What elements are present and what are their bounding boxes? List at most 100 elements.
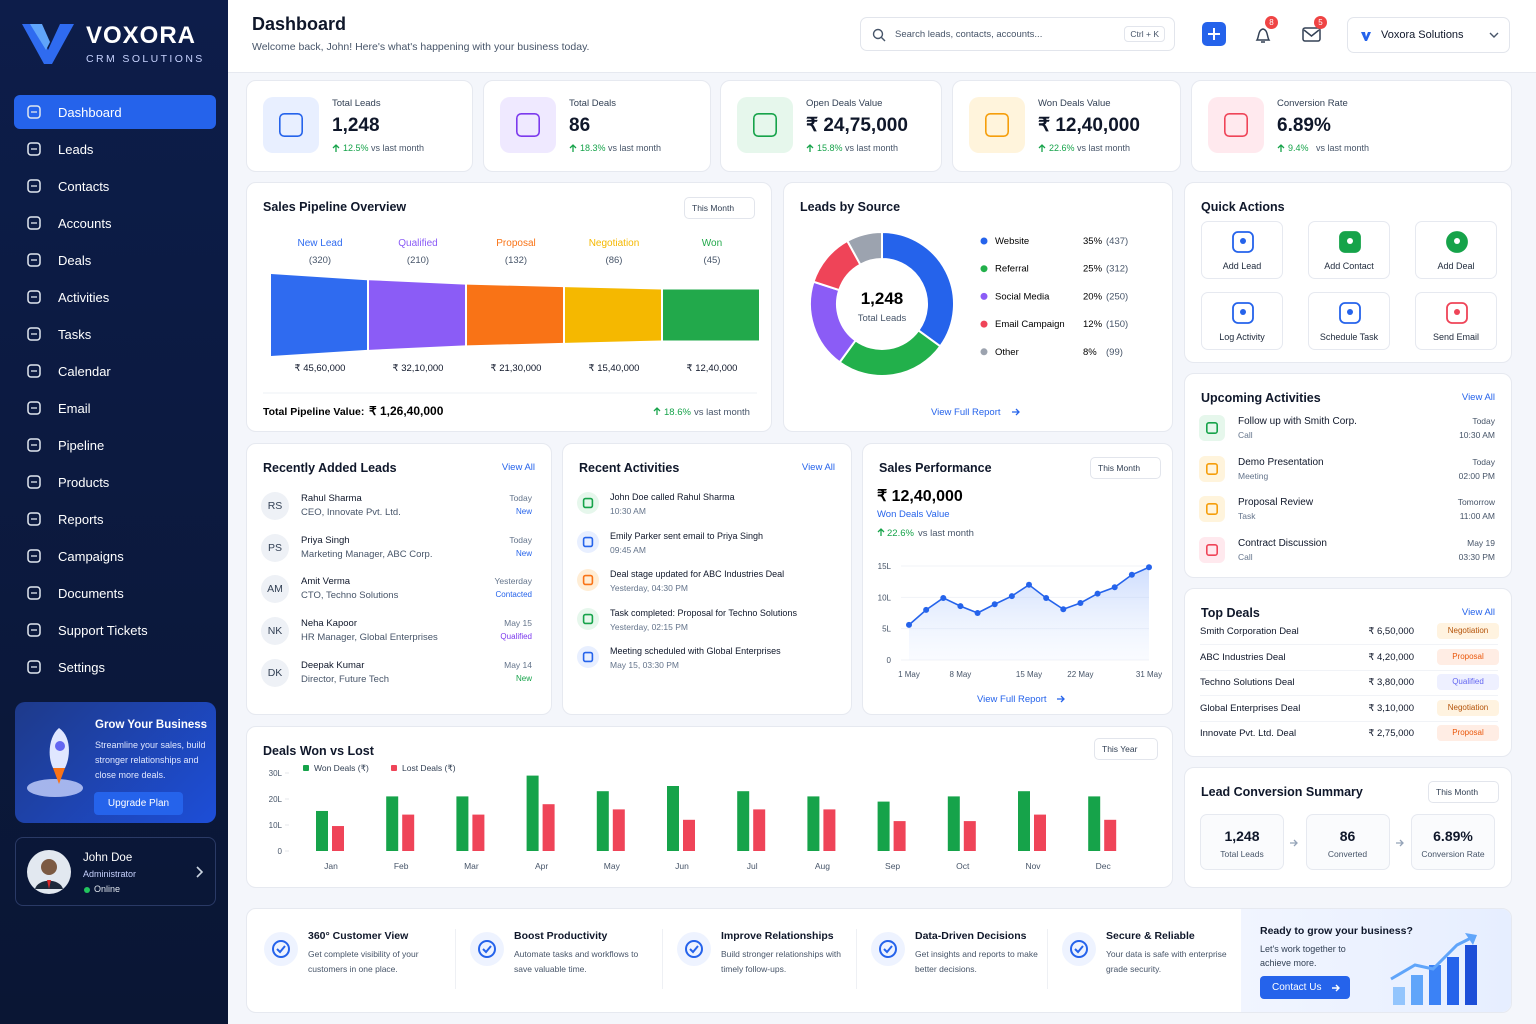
trend-arrow <box>877 528 885 536</box>
feature-title: 360° Customer View <box>308 930 409 942</box>
user-card[interactable]: John Doe Administrator Online <box>15 837 216 906</box>
headline-value: ₹ 12,40,000 <box>877 488 963 505</box>
kpi-label: Won Deals Value <box>1038 98 1111 109</box>
company-switcher[interactable]: Voxora Solutions <box>1347 17 1510 53</box>
x-tick-label: Jan <box>324 861 338 871</box>
legend-percent: 20% <box>1083 291 1103 302</box>
action-icon <box>1446 231 1468 253</box>
legend-dot <box>980 237 988 245</box>
status-dot <box>84 887 90 893</box>
upgrade-button[interactable]: Upgrade Plan <box>94 792 183 815</box>
quick-action[interactable]: Add Contact <box>1308 221 1390 279</box>
bell-icon[interactable] <box>1253 25 1273 45</box>
legend-dot <box>980 265 988 273</box>
feature-divider <box>1047 929 1048 989</box>
menu-icon <box>27 512 41 526</box>
menu-item[interactable]: Email <box>14 391 216 425</box>
action-icon <box>1339 302 1361 324</box>
stage-amount: ₹ 12,40,000 <box>687 363 738 374</box>
rocket-illustration <box>27 728 83 797</box>
feature-text: Build stronger relationships with timely… <box>721 949 842 974</box>
period-filter[interactable]: This Month <box>684 197 756 219</box>
action-label: Add Deal <box>1437 261 1475 271</box>
mail-icon[interactable] <box>1302 27 1322 43</box>
y-tick-label: 10L <box>878 593 892 602</box>
point <box>1094 590 1101 597</box>
funnel-segment <box>369 280 465 350</box>
upcoming-card: Upcoming Activities View All Follow up w… <box>1184 373 1512 578</box>
menu-item[interactable]: Activities <box>14 280 216 314</box>
message-badge: 5 <box>1314 16 1327 29</box>
kpi-change: 22.6% <box>1049 143 1075 153</box>
y-tick-label: 5L <box>882 625 891 634</box>
bar <box>1104 819 1117 851</box>
quick-action[interactable]: Log Activity <box>1201 292 1283 350</box>
contact-button[interactable]: Contact Us <box>1260 976 1350 999</box>
leads-source-card: Leads by Source Website 35% (437) Referral 2… <box>783 182 1173 432</box>
quick-action[interactable]: Schedule Task <box>1308 292 1390 350</box>
arrow-icon <box>1012 408 1020 416</box>
menu-item[interactable]: Settings <box>14 650 216 684</box>
menu-item[interactable]: Campaigns <box>14 539 216 573</box>
menu-item[interactable]: Documents <box>14 576 216 610</box>
lead-date: Today <box>509 493 532 503</box>
menu-item[interactable]: Contacts <box>14 169 216 203</box>
period-filter[interactable]: This Month <box>1090 457 1162 479</box>
menu-icon <box>27 290 41 304</box>
user-role: Administrator <box>83 869 137 879</box>
view-all-link[interactable]: View All <box>1461 392 1495 403</box>
x-tick-label: 22 May <box>1067 670 1093 679</box>
card-title: Sales Pipeline Overview <box>263 200 407 214</box>
view-all-link[interactable]: View All <box>501 462 535 473</box>
menu-item[interactable]: Calendar <box>14 354 216 388</box>
x-tick-label: Jul <box>747 861 758 871</box>
menu-label: Documents <box>58 586 124 601</box>
menu-icon <box>27 327 41 341</box>
kpi-label: Total Deals <box>569 98 616 109</box>
quick-action[interactable]: Add Deal <box>1415 221 1497 279</box>
menu-item[interactable]: Tasks <box>14 317 216 351</box>
row-divider <box>1200 720 1498 722</box>
period-filter[interactable]: This Month <box>1428 781 1500 803</box>
lead-avatar: DK <box>261 658 289 687</box>
company-icon <box>1361 32 1371 41</box>
menu-item[interactable]: Dashboard <box>14 95 216 129</box>
menu-item[interactable]: Pipeline <box>14 428 216 462</box>
activity-type: Task <box>1238 511 1256 521</box>
top-deals-card: Top Deals View All Smith Corporation Dea… <box>1184 588 1512 757</box>
deal-name: Smith Corporation Deal <box>1200 626 1299 637</box>
quick-action[interactable]: Add Lead <box>1201 221 1283 279</box>
menu-icon <box>27 623 41 637</box>
icon <box>1199 536 1225 563</box>
point <box>957 603 964 610</box>
bar <box>526 775 539 851</box>
view-all-link[interactable]: View All <box>801 462 835 473</box>
brand: VOXORA <box>86 22 197 49</box>
menu-icon <box>27 142 41 156</box>
menu-label: Email <box>58 401 91 416</box>
menu-item[interactable]: Products <box>14 465 216 499</box>
add-button[interactable] <box>1202 22 1226 46</box>
activity-title: Demo Presentation <box>1238 456 1324 468</box>
activity-text: Deal stage updated for ABC Industries De… <box>610 569 785 579</box>
icon <box>577 530 599 553</box>
y-tick-label: 10L <box>269 821 283 830</box>
menu-item[interactable]: Reports <box>14 502 216 536</box>
menu-item[interactable]: Leads <box>14 132 216 166</box>
feature-divider <box>455 929 456 989</box>
bar <box>542 804 555 851</box>
search-box[interactable]: Search leads, contacts, accounts... Ctrl… <box>860 17 1175 51</box>
summary-box: 6.89% Conversion Rate <box>1411 814 1495 870</box>
point <box>1026 581 1032 588</box>
bar <box>612 809 625 851</box>
quick-action[interactable]: Send Email <box>1415 292 1497 350</box>
view-all-link[interactable]: View All <box>1461 607 1495 618</box>
period-filter[interactable]: This Year <box>1094 738 1159 760</box>
menu-item[interactable]: Accounts <box>14 206 216 240</box>
bar <box>877 801 890 851</box>
menu-item[interactable]: Deals <box>14 243 216 277</box>
feature-text: Your data is safe with enterprise grade … <box>1106 949 1227 974</box>
menu-item[interactable]: Support Tickets <box>14 613 216 647</box>
card-title: Recent Activities <box>579 461 680 475</box>
